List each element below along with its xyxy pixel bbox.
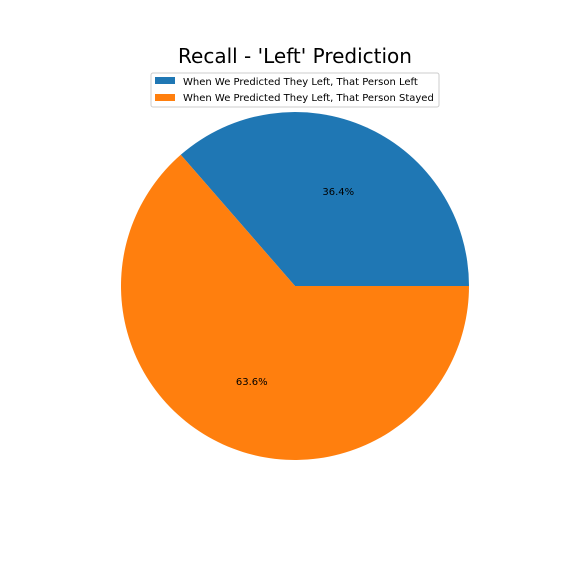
legend-swatch-left (155, 77, 175, 84)
legend-label-stayed: When We Predicted They Left, That Person… (183, 93, 434, 104)
pie-label-left: 36.4% (322, 187, 354, 198)
legend-label-left: When We Predicted They Left, That Person… (183, 77, 418, 88)
pie-slice-left (180, 111, 469, 286)
chart-title: Recall - 'Left' Prediction (178, 44, 412, 68)
pie-label-stayed: 63.6% (236, 377, 268, 388)
pie-percent-labels: 36.4% 63.6% (236, 187, 354, 388)
pie-slice-stayed (121, 154, 470, 460)
legend-swatch-stayed (155, 94, 175, 101)
legend: When We Predicted They Left, That Person… (150, 72, 440, 108)
pie-slices (121, 111, 470, 460)
legend-box (150, 72, 440, 108)
